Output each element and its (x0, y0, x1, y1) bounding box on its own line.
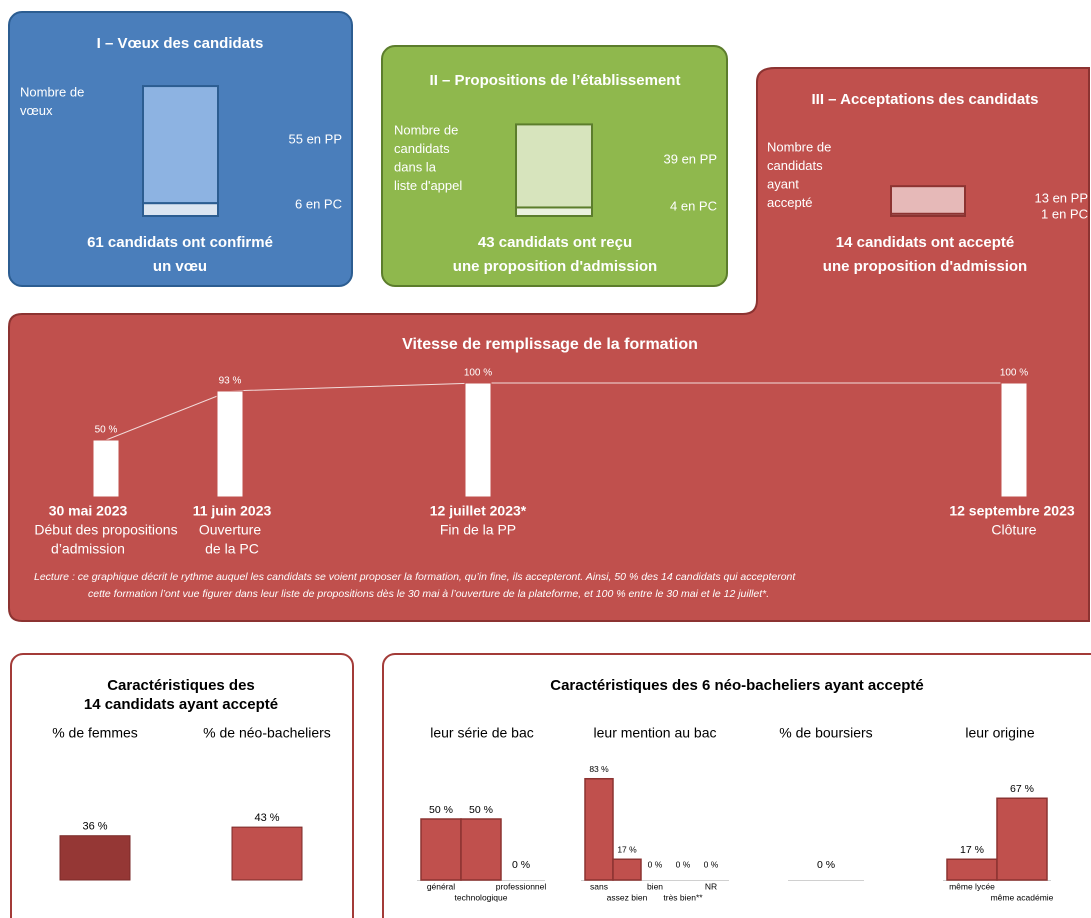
panel-summary: un vœu (153, 258, 207, 275)
group-label: % de boursiers (779, 725, 872, 741)
panel-label: dans la (394, 159, 437, 174)
neo-value-label: 50 % (469, 804, 493, 816)
filling-title: Vitesse de remplissage de la formation (402, 336, 698, 353)
neo-value-label: 17 % (960, 844, 984, 856)
bar-pp (890, 185, 966, 215)
bar-pc (142, 202, 219, 218)
panel-label: Nombre de (767, 139, 831, 154)
neo-value-label: 0 % (817, 859, 835, 871)
item-label: % de néo-bacheliers (203, 725, 331, 741)
pc-label: 1 en PC (1041, 206, 1088, 221)
group-label: leur mention au bac (594, 725, 717, 741)
neo-value-label: 83 % (589, 764, 609, 774)
filling-description: de la PC (205, 541, 259, 557)
item-label: % de femmes (52, 725, 138, 741)
bar-pc (890, 212, 966, 217)
pp-label: 39 en PP (664, 151, 718, 166)
pp-label: 55 en PP (289, 131, 343, 146)
reading-note: Lecture : ce graphique décrit le rythme … (34, 571, 796, 583)
group-label: leur série de bac (430, 725, 534, 741)
panel-label: accepté (767, 195, 813, 210)
neo-value-label: 0 % (648, 859, 663, 869)
panel-title: I – Vœux des candidats (97, 35, 264, 52)
accepted-bar (59, 835, 131, 881)
neo-value-label: 17 % (617, 845, 637, 855)
panel-summary: 43 candidats ont reçu (478, 234, 632, 251)
panel-summary: une proposition d'admission (823, 258, 1027, 275)
pc-label: 4 en PC (670, 198, 717, 213)
neo-bar (612, 858, 642, 881)
neo-value-label: 50 % (429, 804, 453, 816)
filling-value-label: 93 % (219, 376, 242, 387)
filling-bar (92, 439, 120, 498)
bar-pp (515, 123, 593, 209)
neo-value-label: 0 % (676, 859, 691, 869)
neo-bar (946, 858, 998, 881)
panel-title: II – Propositions de l’établissement (430, 72, 681, 89)
panel-label: vœux (20, 103, 53, 118)
filling-description: d’admission (51, 541, 125, 557)
neo-value-label: 0 % (512, 859, 530, 871)
panel-summary: 61 candidats ont confirmé (87, 234, 273, 251)
panel-label: liste d'appel (394, 178, 462, 193)
category-label: sans (590, 881, 608, 891)
filling-description: Fin de la PP (440, 522, 516, 538)
panel-label: candidats (767, 158, 823, 173)
filling-date: 12 septembre 2023 (949, 503, 1075, 519)
category-label: très bien** (663, 892, 703, 902)
filling-trend-line (105, 382, 1014, 441)
filling-value-label: 100 % (1000, 368, 1028, 379)
filling-date: 12 juillet 2023* (430, 503, 527, 519)
filling-bar (464, 382, 492, 498)
filling-description: Ouverture (199, 522, 261, 538)
group-label: leur origine (965, 725, 1034, 741)
category-label: général (427, 881, 455, 891)
accepted-value-label: 36 % (82, 821, 107, 833)
accepted-bar (231, 826, 303, 881)
bar-pp (142, 85, 219, 205)
neo-title: Caractéristiques des 6 néo-bacheliers ay… (550, 677, 924, 694)
accepted-title: Caractéristiques des (107, 677, 255, 694)
reading-note: cette formation l’ont vue figurer dans l… (88, 588, 769, 600)
acceptance-filling-panel (8, 67, 1090, 622)
bar-pc (515, 206, 593, 217)
neo-panel (382, 653, 1091, 918)
panel-summary: une proposition d'admission (453, 258, 657, 275)
panel-label: ayant (767, 176, 799, 191)
filling-value-label: 50 % (95, 425, 118, 436)
category-label: professionnel (496, 881, 547, 891)
accepted-value-label: 43 % (254, 812, 279, 824)
category-label: même académie (991, 892, 1054, 902)
category-label: technologique (455, 892, 508, 902)
neo-bar (996, 797, 1048, 881)
panel-title: III – Acceptations des candidats (811, 91, 1038, 108)
neo-bar (584, 777, 614, 881)
pp-label: 13 en PP (1035, 190, 1089, 205)
filling-bar (1000, 382, 1028, 498)
category-label: NR (705, 881, 717, 891)
neo-value-label: 0 % (704, 859, 719, 869)
category-label: même lycée (949, 881, 995, 891)
category-label: assez bien (607, 892, 648, 902)
filling-date: 11 juin 2023 (193, 503, 272, 519)
filling-description: Clôture (991, 522, 1036, 538)
panel-label: Nombre de (394, 122, 458, 137)
neo-bar (460, 818, 502, 881)
filling-description: Début des propositions (34, 522, 177, 538)
panel-label: candidats (394, 141, 450, 156)
pc-label: 6 en PC (295, 196, 342, 211)
panel-summary: 14 candidats ont accepté (836, 234, 1014, 251)
accepted-title: 14 candidats ayant accepté (84, 696, 278, 713)
filling-value-label: 100 % (464, 368, 492, 379)
panel-label: Nombre de (20, 84, 84, 99)
filling-date: 30 mai 2023 (49, 503, 128, 519)
filling-bar (216, 390, 244, 498)
neo-value-label: 67 % (1010, 783, 1034, 795)
neo-bar (420, 818, 462, 881)
category-label: bien (647, 881, 663, 891)
